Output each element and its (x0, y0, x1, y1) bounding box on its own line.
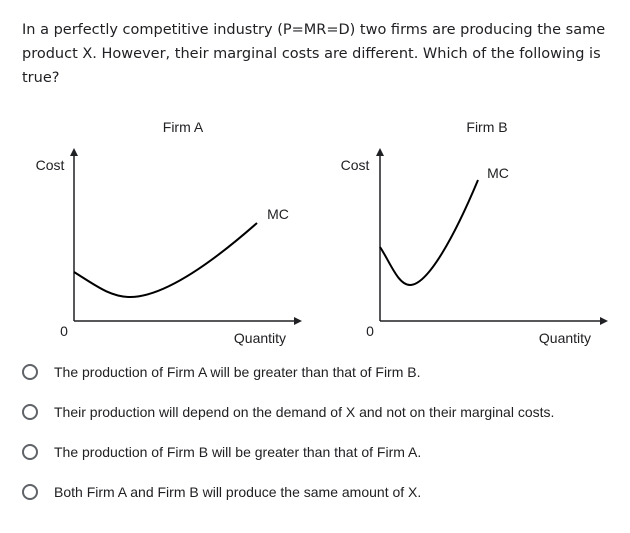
firm-a-origin-label: 0 (60, 323, 68, 339)
radio-button[interactable] (22, 484, 38, 500)
firm-b-mc-curve (379, 179, 479, 287)
question-text: In a perfectly competitive industry (P=M… (22, 22, 606, 86)
firm-a-mc-label: MC (267, 206, 289, 222)
option-label: Their production will depend on the dema… (54, 404, 555, 420)
option-4[interactable]: Both Firm A and Firm B will produce the … (22, 480, 421, 504)
firm-b-x-axis-label: Quantity (539, 330, 591, 346)
option-label: The production of Firm B will be greater… (54, 444, 422, 460)
firm-b-mc-label: MC (487, 165, 509, 181)
radio-button[interactable] (22, 444, 38, 460)
firm-a-x-axis-label: Quantity (234, 330, 286, 346)
option-3[interactable]: The production of Firm B will be greater… (22, 440, 421, 464)
firm-a-y-axis-label: Cost (36, 157, 65, 173)
firm-a-graph: Firm A Cost 0 Quantity MC (36, 119, 302, 346)
radio-button[interactable] (22, 404, 38, 420)
option-2[interactable]: Their production will depend on the dema… (22, 400, 554, 424)
option-label: Both Firm A and Firm B will produce the … (54, 484, 422, 500)
radio-button[interactable] (22, 364, 38, 380)
firm-a-title: Firm A (163, 119, 204, 135)
option-label: The production of Firm A will be greater… (54, 364, 421, 380)
firm-b-graph: Firm B Cost 0 Quantity MC (341, 119, 608, 346)
option-1[interactable]: The production of Firm A will be greater… (22, 360, 421, 384)
firm-b-title: Firm B (466, 119, 507, 135)
firm-b-origin-label: 0 (366, 323, 374, 339)
firm-b-y-axis-label: Cost (341, 157, 370, 173)
firm-a-mc-curve (73, 222, 258, 299)
